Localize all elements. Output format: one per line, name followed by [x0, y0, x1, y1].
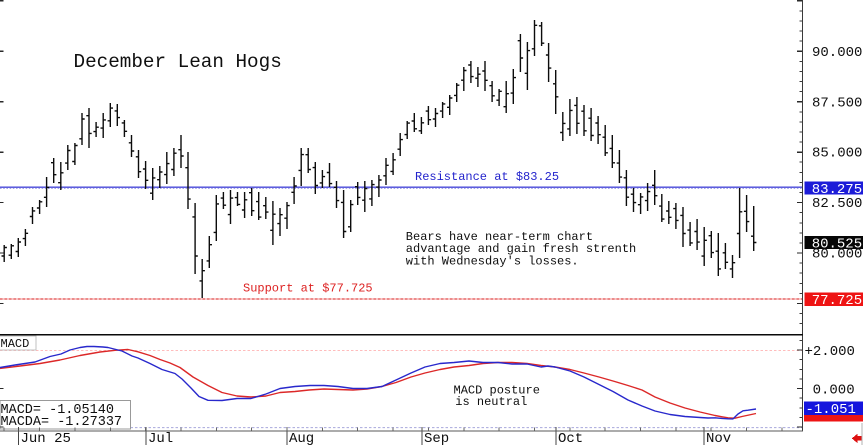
- svg-text:Jul: Jul: [148, 431, 173, 445]
- svg-text:90.000: 90.000: [812, 45, 862, 61]
- svg-text:advantage and gain fresh stren: advantage and gain fresh strenth: [406, 242, 636, 256]
- svg-text:Jun 25: Jun 25: [21, 431, 71, 445]
- svg-text:December Lean Hogs: December Lean Hogs: [74, 51, 282, 73]
- svg-text:82.500: 82.500: [812, 196, 862, 212]
- svg-text:MACD: MACD: [1, 337, 30, 351]
- svg-text:is neutral: is neutral: [455, 395, 527, 409]
- svg-text:Resistance at $83.25: Resistance at $83.25: [415, 170, 559, 184]
- svg-text:80.525: 80.525: [812, 236, 862, 252]
- svg-text:with Wednesday's losses.: with Wednesday's losses.: [406, 254, 579, 268]
- svg-text:Oct: Oct: [558, 431, 583, 445]
- svg-text:MACDA= -1.27337: MACDA= -1.27337: [1, 415, 123, 430]
- svg-text:MACD posture: MACD posture: [454, 384, 540, 398]
- svg-text:Aug: Aug: [289, 431, 314, 445]
- svg-text:80.000: 80.000: [812, 247, 862, 263]
- svg-text:+2.000: +2.000: [805, 344, 855, 360]
- svg-text:Sep: Sep: [424, 431, 449, 445]
- svg-text:Nov: Nov: [706, 431, 731, 445]
- svg-text:0.000: 0.000: [813, 383, 855, 399]
- svg-text:87.500: 87.500: [812, 95, 862, 111]
- svg-text:77.725: 77.725: [812, 293, 862, 309]
- svg-text:-1.051: -1.051: [806, 402, 856, 418]
- svg-text:Bears have near-term chart: Bears have near-term chart: [406, 230, 593, 244]
- svg-text:Support at $77.725: Support at $77.725: [243, 282, 373, 296]
- svg-text:83.275: 83.275: [812, 182, 862, 198]
- svg-text:MACD= -1.05140: MACD= -1.05140: [1, 403, 114, 418]
- svg-text:85.000: 85.000: [812, 146, 862, 162]
